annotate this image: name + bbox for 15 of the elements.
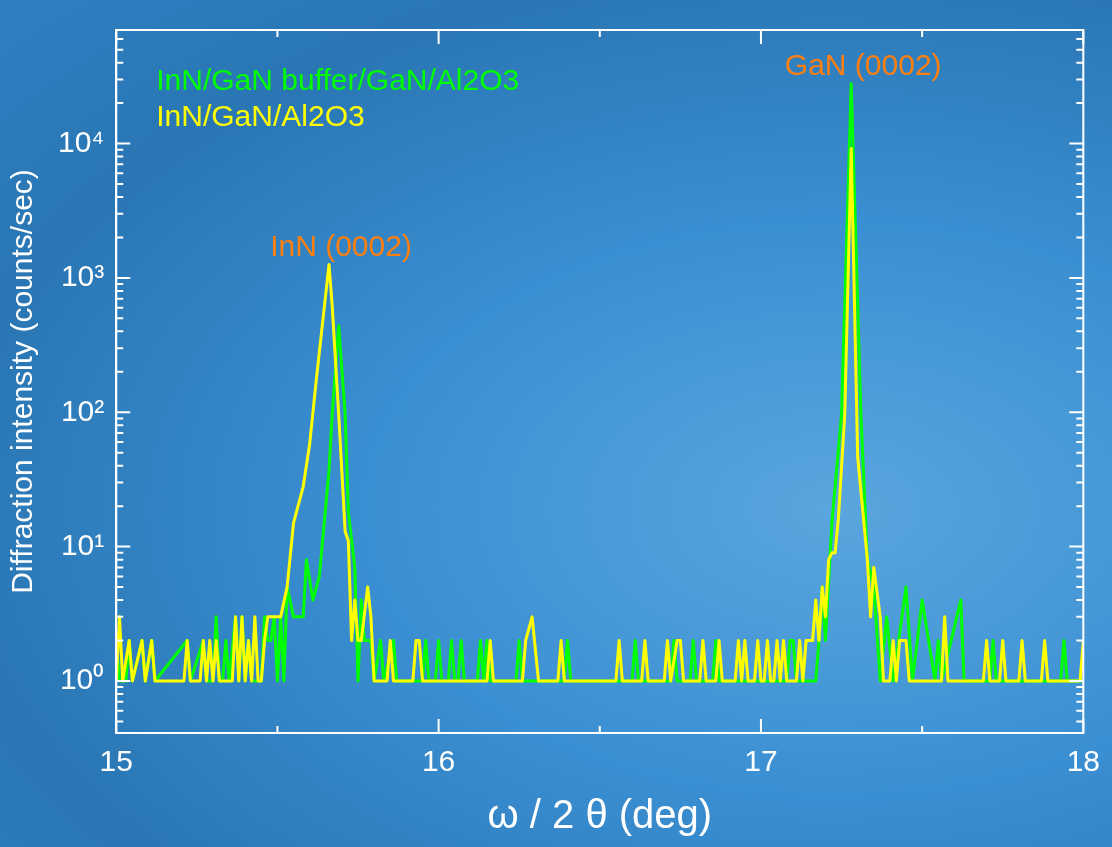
- x-tick-label: 18: [1066, 744, 1100, 778]
- text: InN/GaN/Al2O3: [156, 99, 365, 132]
- y-tick-label: 10²: [60, 393, 105, 427]
- y-tick-label: 10¹: [60, 527, 105, 561]
- x-tick-label: 16: [421, 744, 456, 778]
- x-axis-title: ω / 2 θ (deg): [487, 792, 713, 837]
- y-tick-label: 10⁰: [59, 662, 105, 696]
- annotation: InN (0002): [270, 228, 412, 262]
- y-tick-label: 10³: [60, 259, 105, 293]
- x-tick-label: 15: [99, 744, 133, 778]
- annotation: GaN (0002): [784, 47, 942, 81]
- x-tick-label: 17: [744, 744, 778, 778]
- y-axis-title: Diffraction intensity (counts/sec): [5, 169, 39, 594]
- text: InN/GaN buffer/GaN/Al2O3: [156, 63, 520, 96]
- y-tick-label: 10⁴: [57, 124, 105, 158]
